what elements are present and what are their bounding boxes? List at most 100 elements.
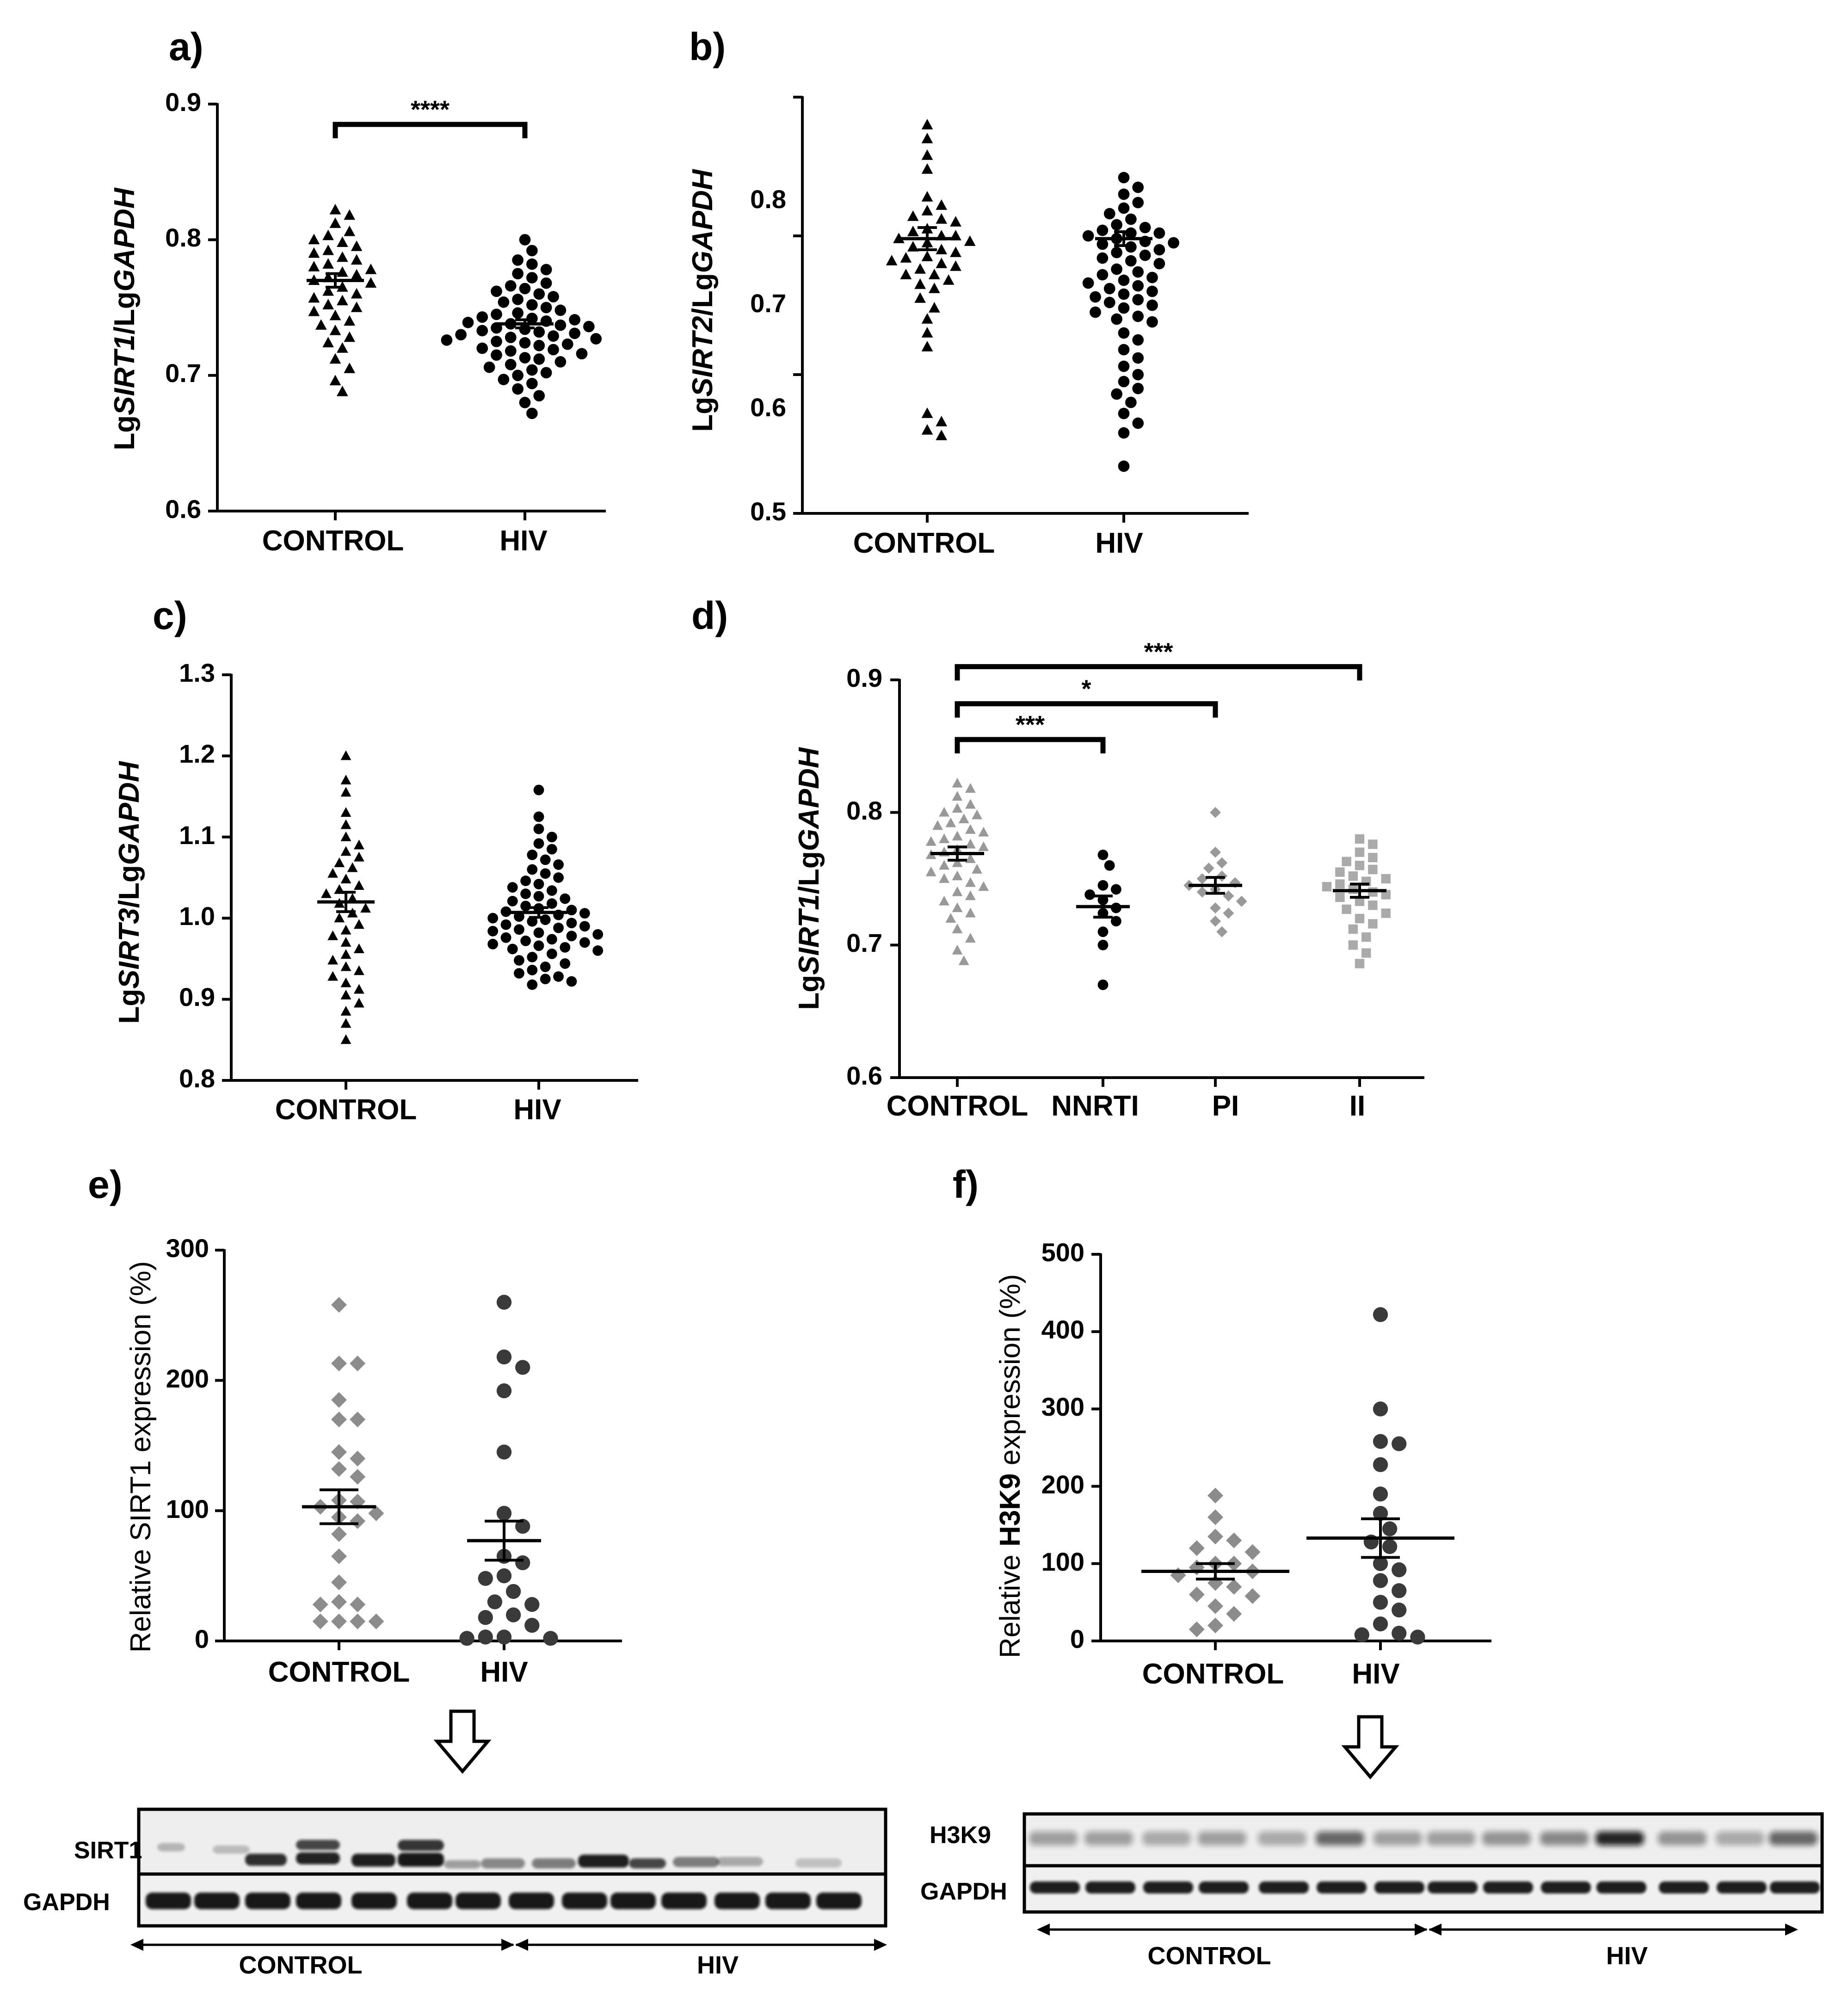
triangle-data-point (337, 266, 348, 277)
circle-data-point (543, 1631, 558, 1646)
circle-data-point (1118, 407, 1130, 419)
triangle-data-point (337, 342, 348, 353)
blot-band-label: H3K9 (930, 1822, 991, 1849)
triangle-data-point (965, 933, 976, 943)
circle-data-point (533, 326, 545, 338)
triangle-data-point (334, 857, 345, 867)
diamond-data-point (1207, 1598, 1223, 1614)
circle-data-point (533, 823, 544, 834)
blot-band (1084, 1832, 1133, 1845)
triangle-data-point (958, 955, 969, 965)
circle-data-point (491, 308, 502, 321)
triangle-data-point (925, 836, 936, 846)
x-category-label: CONTROL (887, 1090, 1029, 1122)
panel-c-y-axis-label: LgSIRT3/LgGAPDH (113, 761, 145, 1024)
circle-data-point (527, 951, 538, 962)
triangle-data-point (932, 820, 943, 830)
circle-data-point (1097, 939, 1109, 950)
y-tick-label: 0.8 (750, 185, 786, 214)
panel-d-letter: d) (691, 594, 728, 637)
circle-data-point (487, 1594, 503, 1610)
triangle-data-point (329, 217, 341, 228)
square-data-point (1335, 892, 1345, 902)
circle-data-point (515, 1360, 530, 1375)
panel-d-chart: d) LgSIRT1/LgGAPDH 0.6 0.7 0.8 0.9 CONTR… (691, 594, 1424, 1122)
y-tick-label: 0.6 (846, 1061, 882, 1090)
circle-data-point (527, 979, 538, 990)
circle-data-point (459, 1631, 474, 1646)
blot-band (562, 1893, 607, 1909)
blot-band (407, 1893, 452, 1909)
diamond-data-point (350, 1613, 366, 1629)
circle-data-point (548, 330, 559, 342)
triangle-data-point (353, 998, 364, 1008)
diamond-data-point (1226, 1532, 1242, 1548)
circle-data-point (519, 337, 531, 349)
down-arrow-icon (1341, 1715, 1399, 1780)
square-data-point (1355, 959, 1365, 968)
circle-data-point (496, 1383, 512, 1399)
square-data-point (1355, 913, 1365, 924)
y-tick-label: 1.1 (179, 820, 215, 850)
diamond-data-point (1196, 886, 1208, 898)
diamond-data-point (1210, 915, 1221, 927)
circle-data-point (1118, 376, 1130, 388)
panel-c-letter: c) (153, 594, 187, 637)
circle-data-point (540, 302, 552, 314)
blot-band (398, 1840, 444, 1851)
diamond-data-point (350, 1469, 366, 1485)
circle-data-point (553, 922, 564, 933)
diamond-data-point (331, 1392, 347, 1408)
triangle-data-point (952, 902, 963, 913)
panel-d-y-ticks: 0.6 0.7 0.8 0.9 (846, 663, 882, 1090)
circle-data-point (1097, 880, 1109, 891)
triangle-data-point (360, 903, 371, 913)
circle-data-point (1146, 285, 1158, 297)
triangle-data-point (340, 937, 351, 947)
panel-e-y-axis-label: Relative SIRT1 expression (%) (125, 1261, 157, 1653)
significance-label: *** (1144, 638, 1173, 666)
triangle-data-point (329, 353, 341, 364)
y-tick-label: 200 (166, 1364, 209, 1393)
circle-data-point (1111, 313, 1122, 325)
circle-data-point (496, 1295, 512, 1310)
circle-data-point (1103, 208, 1115, 220)
circle-data-point (527, 849, 538, 860)
diamond-data-point (331, 1412, 347, 1428)
circle-data-point (520, 888, 531, 899)
triangle-data-point (321, 888, 332, 898)
triangle-data-point (337, 295, 348, 306)
triangle-data-point (952, 777, 963, 788)
circle-data-point (1410, 1629, 1425, 1645)
triangle-data-point (965, 839, 976, 849)
triangle-data-point (921, 327, 933, 338)
circle-data-point (1139, 249, 1151, 261)
triangle-data-point (907, 241, 919, 252)
triangle-data-point (921, 119, 933, 130)
blot-band (1716, 1832, 1764, 1845)
circle-data-point (1111, 247, 1122, 259)
circle-data-point (526, 407, 538, 419)
blot-band (1030, 1881, 1080, 1893)
blot-band (213, 1845, 250, 1854)
circle-data-point (540, 367, 552, 379)
circle-data-point (1097, 979, 1109, 990)
circle-data-point (527, 965, 538, 975)
circle-data-point (526, 299, 538, 311)
circle-data-point (1132, 369, 1144, 381)
blot-band (194, 1893, 240, 1909)
circle-data-point (505, 1584, 521, 1599)
diamond-data-point (331, 1594, 347, 1610)
blot-band (578, 1855, 629, 1868)
triangle-data-point (308, 292, 320, 303)
y-tick-label: 1.2 (179, 739, 215, 768)
triangle-data-point (322, 285, 334, 296)
triangle-data-point (322, 299, 334, 309)
triangle-data-point (337, 236, 348, 247)
circle-data-point (1373, 1505, 1388, 1521)
blot-band (296, 1840, 340, 1850)
circle-data-point (533, 879, 544, 889)
circle-data-point (546, 898, 557, 909)
panel-b-letter: b) (689, 25, 726, 68)
square-data-point (1361, 932, 1371, 942)
